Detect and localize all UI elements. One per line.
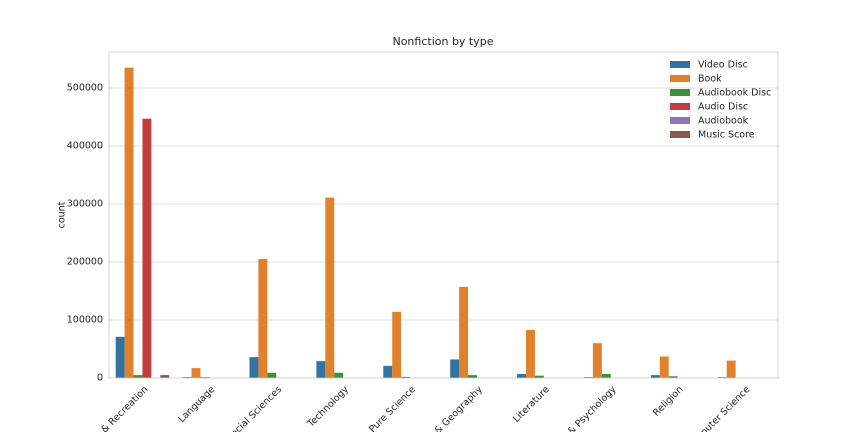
bar bbox=[726, 360, 736, 378]
y-tick-label: 0 bbox=[97, 373, 103, 384]
legend-label: Audiobook bbox=[698, 116, 749, 127]
bar bbox=[392, 311, 402, 378]
bar bbox=[517, 373, 527, 378]
plot-frame bbox=[108, 51, 779, 379]
y-tick-label: 400000 bbox=[67, 140, 103, 151]
bar bbox=[459, 286, 469, 378]
chart-title: Nonfiction by type bbox=[392, 35, 493, 48]
y-tick-label: 300000 bbox=[67, 198, 103, 209]
bar bbox=[668, 376, 678, 378]
bar bbox=[468, 375, 477, 378]
bar bbox=[450, 359, 460, 378]
y-tick-label: 500000 bbox=[67, 82, 103, 93]
x-tick-label: y & Psychology bbox=[560, 384, 619, 432]
x-tick-label: Religion bbox=[651, 384, 686, 419]
bar bbox=[401, 376, 411, 378]
x-tick-label: Literature bbox=[511, 384, 552, 425]
x-tick-label: mputer Science bbox=[692, 384, 753, 432]
bar bbox=[325, 197, 335, 378]
bar bbox=[142, 118, 152, 378]
x-tick-label: Social Sciences bbox=[225, 384, 284, 432]
x-tick-label: Pure Science bbox=[367, 384, 418, 432]
bar bbox=[592, 343, 602, 378]
y-tick-label: 100000 bbox=[67, 314, 103, 325]
legend-swatch bbox=[670, 131, 690, 138]
legend-label: Video Disc bbox=[698, 60, 748, 71]
y-tick-label: 200000 bbox=[67, 256, 103, 267]
legend-swatch bbox=[670, 89, 690, 96]
bar bbox=[115, 336, 125, 378]
legend-label: Music Score bbox=[698, 130, 755, 141]
x-tick-label: ts & Recreation bbox=[91, 384, 150, 432]
y-axis-label: count bbox=[57, 201, 68, 228]
bar bbox=[650, 375, 660, 378]
bar bbox=[133, 375, 143, 378]
legend-swatch bbox=[670, 117, 690, 124]
bar bbox=[659, 356, 669, 378]
bar bbox=[383, 365, 393, 378]
bar bbox=[182, 377, 192, 378]
bar bbox=[526, 329, 535, 378]
x-tick-label: y & Geography bbox=[426, 384, 485, 432]
x-tick-label: Language bbox=[176, 384, 217, 425]
bar bbox=[534, 375, 544, 378]
x-tick-label: Technology bbox=[305, 384, 351, 430]
legend-label: Book bbox=[698, 74, 722, 85]
legend-label: Audiobook Disc bbox=[698, 88, 771, 99]
legend-swatch bbox=[670, 61, 690, 68]
bar bbox=[267, 372, 277, 378]
bar bbox=[258, 259, 268, 378]
bar bbox=[124, 67, 134, 378]
bar bbox=[583, 377, 593, 378]
legend-label: Audio Disc bbox=[698, 102, 748, 113]
bar bbox=[200, 377, 210, 378]
bar bbox=[191, 368, 201, 378]
bar bbox=[601, 373, 611, 378]
bar bbox=[249, 357, 259, 378]
bar bbox=[717, 377, 727, 378]
bar bbox=[334, 372, 344, 378]
bar bbox=[160, 375, 170, 378]
bar bbox=[316, 361, 326, 378]
legend-swatch bbox=[670, 75, 690, 82]
legend-swatch bbox=[670, 103, 690, 110]
